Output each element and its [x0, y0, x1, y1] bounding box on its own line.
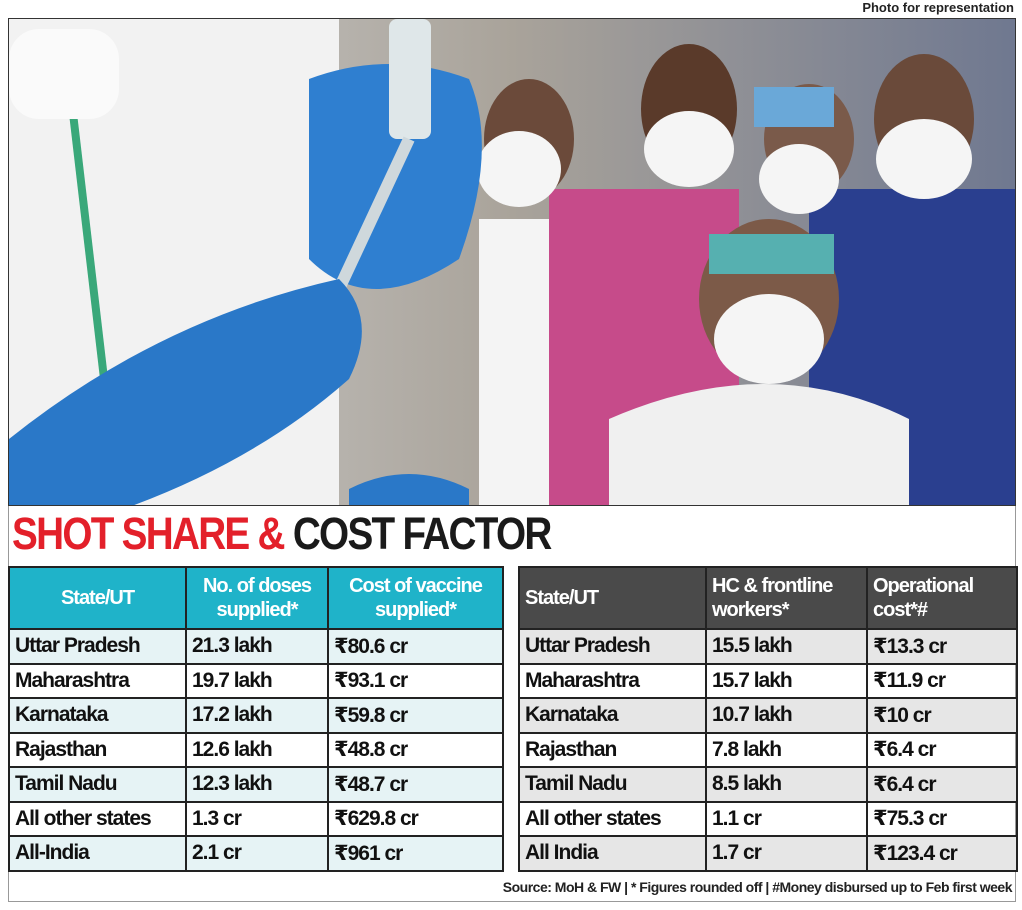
table-cell: ₹48.7 cr: [327, 766, 504, 803]
table-cell: 17.2 lakh: [185, 697, 329, 734]
table-row: Maharashtra 19.7 lakh ₹93.1 cr: [8, 662, 504, 699]
header-cell: State/UT: [518, 566, 707, 630]
table-row: Tamil Nadu 8.5 lakh ₹6.4 cr: [518, 766, 1018, 803]
table-cell: ₹10 cr: [866, 697, 1018, 734]
title: SHOT SHARE & COST FACTOR: [12, 508, 552, 560]
table-row: Karnataka 10.7 lakh ₹10 cr: [518, 697, 1018, 734]
table-row: All-India 2.1 cr ₹961 cr: [8, 835, 504, 872]
table-cell: ₹93.1 cr: [327, 662, 504, 699]
table-cell: 2.1 cr: [185, 835, 329, 872]
table-cell: ₹59.8 cr: [327, 697, 504, 734]
table-cell: 1.3 cr: [185, 800, 329, 837]
header-cell: State/UT: [8, 566, 187, 630]
table-row: Maharashtra 15.7 lakh ₹11.9 cr: [518, 662, 1018, 699]
table-cell: All other states: [518, 800, 707, 837]
header-cell: HC & frontline workers*: [705, 566, 868, 630]
title-part: SHOT SHARE &: [12, 508, 286, 559]
table-cell: 8.5 lakh: [705, 766, 868, 803]
table-row: Karnataka 17.2 lakh ₹59.8 cr: [8, 697, 504, 734]
table-cell: Uttar Pradesh: [518, 628, 707, 665]
header-cell: Cost of vaccine supplied*: [327, 566, 504, 630]
table-cell: ₹629.8 cr: [327, 800, 504, 837]
photo: [8, 18, 1016, 506]
doses-table: State/UT No. of doses supplied* Cost of va…: [8, 566, 504, 872]
table-cell: Karnataka: [518, 697, 707, 734]
table-row: All India 1.7 cr ₹123.4 cr: [518, 835, 1018, 872]
source-note: Source: MoH & FW | * Figures rounded off…: [502, 879, 1013, 895]
table-cell: All India: [518, 835, 707, 872]
table-row: Rajasthan 12.6 lakh ₹48.8 cr: [8, 731, 504, 768]
table-cell: Karnataka: [8, 697, 187, 734]
table-cell: 12.6 lakh: [185, 731, 329, 768]
photo-illustration: [9, 19, 1015, 505]
table-row: All other states 1.1 cr ₹75.3 cr: [518, 800, 1018, 837]
table-cell: All other states: [8, 800, 187, 837]
table-cell: Rajasthan: [8, 731, 187, 768]
table-cell: ₹13.3 cr: [866, 628, 1018, 665]
table-row: Uttar Pradesh 15.5 lakh ₹13.3 cr: [518, 628, 1018, 665]
table-cell: ₹11.9 cr: [866, 662, 1018, 699]
table-cell: ₹6.4 cr: [866, 731, 1018, 768]
header-row: State/UT No. of doses supplied* Cost of va…: [8, 566, 504, 630]
table-cell: Rajasthan: [518, 731, 707, 768]
table-row: Tamil Nadu 12.3 lakh ₹48.7 cr: [8, 766, 504, 803]
table-cell: ₹48.8 cr: [327, 731, 504, 768]
table-cell: Maharashtra: [8, 662, 187, 699]
table-row: Uttar Pradesh 21.3 lakh ₹80.6 cr: [8, 628, 504, 665]
photo-caption: Photo for representation: [862, 0, 1014, 15]
table-cell: ₹75.3 cr: [866, 800, 1018, 837]
table-row: All other states 1.3 cr ₹629.8 cr: [8, 800, 504, 837]
table-cell: 1.1 cr: [705, 800, 868, 837]
table-cell: Uttar Pradesh: [8, 628, 187, 665]
table-cell: All-India: [8, 835, 187, 872]
header-cell: Operational cost*#: [866, 566, 1018, 630]
table-cell: 15.5 lakh: [705, 628, 868, 665]
table-cell: 21.3 lakh: [185, 628, 329, 665]
table-cell: 12.3 lakh: [185, 766, 329, 803]
header-cell: No. of doses supplied*: [185, 566, 329, 630]
title-part: COST FACTOR: [292, 508, 552, 559]
table-cell: Maharashtra: [518, 662, 707, 699]
table-cell: ₹961 cr: [327, 835, 504, 872]
table-cell: 10.7 lakh: [705, 697, 868, 734]
table-cell: 7.8 lakh: [705, 731, 868, 768]
table-cell: ₹6.4 cr: [866, 766, 1018, 803]
table-row: Rajasthan 7.8 lakh ₹6.4 cr: [518, 731, 1018, 768]
table-cell: 1.7 cr: [705, 835, 868, 872]
cost-table: State/UT HC & frontline workers* Operation…: [518, 566, 1018, 872]
table-cell: 19.7 lakh: [185, 662, 329, 699]
table-cell: 15.7 lakh: [705, 662, 868, 699]
table-cell: Tamil Nadu: [518, 766, 707, 803]
table-cell: Tamil Nadu: [8, 766, 187, 803]
header-row: State/UT HC & frontline workers* Operation…: [518, 566, 1018, 630]
table-cell: ₹123.4 cr: [866, 835, 1018, 872]
table-cell: ₹80.6 cr: [327, 628, 504, 665]
